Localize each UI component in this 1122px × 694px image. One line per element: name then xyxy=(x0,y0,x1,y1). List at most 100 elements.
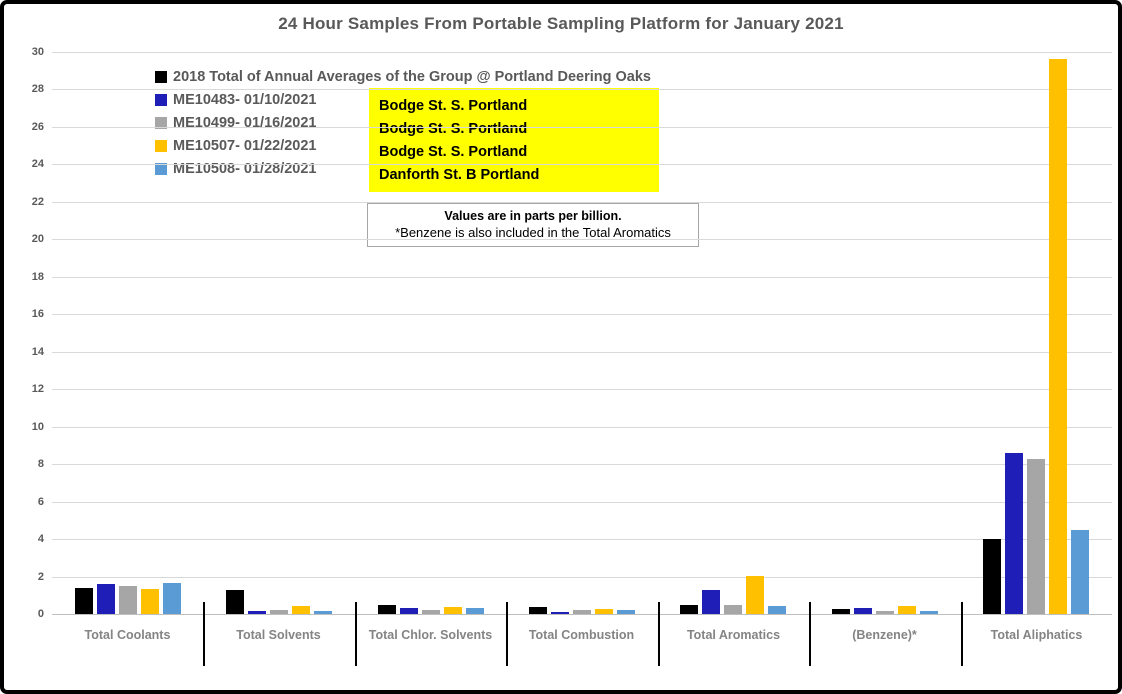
gridline xyxy=(52,126,1112,128)
bar xyxy=(97,584,115,614)
bar xyxy=(920,611,938,614)
y-axis-tick-label: 20 xyxy=(31,233,44,246)
bar xyxy=(746,576,764,614)
gridline xyxy=(52,501,1112,503)
gridline xyxy=(52,89,1112,91)
gridline xyxy=(52,52,1112,53)
bar xyxy=(1049,59,1067,614)
gridline xyxy=(52,239,1112,241)
bar xyxy=(724,605,742,614)
site-callout-line: Danforth St. B Portland xyxy=(379,167,540,183)
bar xyxy=(141,589,159,614)
bar xyxy=(1005,453,1023,614)
bar xyxy=(292,606,310,614)
gridline xyxy=(52,276,1112,278)
x-axis-line xyxy=(52,614,1112,615)
legend-item: 2018 Total of Annual Averages of the Gro… xyxy=(155,65,651,88)
legend-item: ME10499- 01/16/2021 xyxy=(155,111,651,134)
y-axis-tick-label: 8 xyxy=(37,458,44,471)
y-axis-tick-label: 14 xyxy=(31,345,44,358)
bar xyxy=(270,610,288,614)
y-axis-tick-label: 10 xyxy=(31,420,44,433)
category-label: Total Combustion xyxy=(528,628,635,642)
gridline xyxy=(52,201,1112,203)
note-benzene-text: *Benzene is also included in the Total A… xyxy=(395,225,671,240)
note-units-text: Values are in parts per billion. xyxy=(444,209,622,223)
gridline xyxy=(52,539,1112,541)
y-axis-tick-label: 4 xyxy=(37,533,44,546)
y-axis-tick-label: 16 xyxy=(31,308,44,321)
site-callout-line: Bodge St. S. Portland xyxy=(379,98,528,114)
gridline xyxy=(52,314,1112,316)
y-axis-tick-label: 18 xyxy=(31,270,44,283)
y-axis-tick-label: 24 xyxy=(31,158,44,171)
gridline xyxy=(52,164,1112,166)
y-axis-tick-label: 22 xyxy=(31,195,44,208)
legend-swatch-icon xyxy=(155,162,167,175)
gridline xyxy=(52,576,1112,578)
gridline xyxy=(52,351,1112,353)
bar xyxy=(854,608,872,614)
y-axis-tick-label: 0 xyxy=(37,608,44,620)
category-label: Total Solvents xyxy=(236,628,321,642)
chart-title: 24 Hour Samples From Portable Sampling P… xyxy=(278,14,844,33)
category-label: Total Chlor. Solvents xyxy=(368,628,493,642)
bar xyxy=(444,607,462,614)
chart-legend: 2018 Total of Annual Averages of the Gro… xyxy=(155,65,651,180)
site-callout-line: Bodge St. S. Portland xyxy=(379,121,528,137)
category-separator-line xyxy=(203,602,205,666)
legend-swatch-icon xyxy=(155,70,167,83)
bar xyxy=(119,586,137,614)
bar xyxy=(226,590,244,614)
y-axis-tick-label: 2 xyxy=(37,570,44,583)
legend-item: ME10483- 01/10/2021 xyxy=(155,88,651,111)
category-label: Total Aliphatics xyxy=(990,628,1083,642)
legend-label: ME10499- 01/16/2021 xyxy=(173,114,317,131)
bar xyxy=(573,610,591,614)
legend-label: ME10507- 01/22/2021 xyxy=(173,137,317,154)
category-separator-line xyxy=(658,602,660,666)
bar xyxy=(529,607,547,614)
category-separator-line xyxy=(355,602,357,666)
category-separator-line xyxy=(809,602,811,666)
bar xyxy=(1071,530,1089,614)
legend-swatch-icon xyxy=(155,116,167,129)
bar xyxy=(680,605,698,614)
bar xyxy=(768,606,786,614)
bar xyxy=(378,605,396,614)
site-callout-line: Bodge St. S. Portland xyxy=(379,144,528,160)
note-box: Values are in parts per billion. *Benzen… xyxy=(367,203,699,247)
gridline xyxy=(52,426,1112,428)
bar xyxy=(466,608,484,614)
y-axis-tick-label: 30 xyxy=(31,46,44,58)
bar xyxy=(314,611,332,614)
bar xyxy=(400,608,418,614)
bar xyxy=(898,606,916,614)
bar xyxy=(595,609,613,614)
bar xyxy=(832,609,850,614)
legend-item: ME10507- 01/22/2021 xyxy=(155,134,651,157)
y-axis-tick-label: 28 xyxy=(31,83,44,96)
category-separator-line xyxy=(961,602,963,666)
bar xyxy=(551,612,569,614)
category-label: (Benzene)* xyxy=(852,628,917,642)
legend-swatch-icon xyxy=(155,139,167,152)
bar xyxy=(422,610,440,614)
y-axis-tick-label: 26 xyxy=(31,120,44,133)
category-label: Total Coolants xyxy=(84,628,171,642)
bar xyxy=(617,610,635,614)
legend-swatch-icon xyxy=(155,93,167,106)
bar xyxy=(876,611,894,614)
bar xyxy=(983,539,1001,614)
bar xyxy=(702,590,720,614)
gridline xyxy=(52,464,1112,466)
bar xyxy=(75,588,93,614)
legend-label: ME10508- 01/28/2021 xyxy=(173,160,317,177)
legend-label: 2018 Total of Annual Averages of the Gro… xyxy=(173,68,651,85)
bar xyxy=(248,611,266,614)
legend-label: ME10483- 01/10/2021 xyxy=(173,91,317,108)
category-label: Total Aromatics xyxy=(686,628,781,642)
y-axis-tick-label: 12 xyxy=(31,383,44,396)
gridline xyxy=(52,389,1112,391)
